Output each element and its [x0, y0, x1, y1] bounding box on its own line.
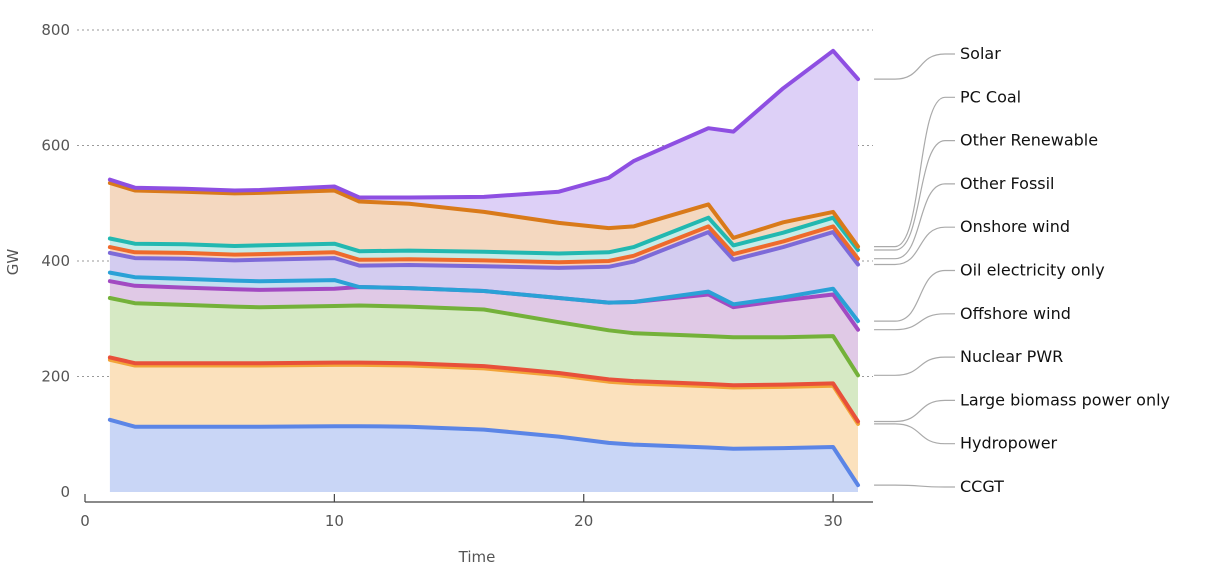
- line-nuclear-pwr: [107, 296, 860, 378]
- legend-label: PC Coal: [960, 87, 1021, 106]
- x-tick-label: 20: [574, 512, 593, 530]
- legend-label: Hydropower: [960, 434, 1058, 453]
- legend: Solar PC Coal Other Renewable Other Fossil O…: [874, 44, 1170, 496]
- legend-leader-line: [874, 226, 955, 266]
- legend-item-solar: Solar: [874, 44, 1001, 80]
- legend-item-hydropower: Hydropower: [874, 423, 1058, 453]
- legend-label: Onshore wind: [960, 217, 1070, 236]
- y-tick-label: 600: [41, 137, 70, 155]
- legend-leader-line: [874, 53, 955, 80]
- line-other-fossil: [107, 224, 860, 265]
- line-oil-electricity-only: [107, 270, 860, 324]
- line-pc-coal: [107, 181, 860, 249]
- area-ccgt: [109, 419, 858, 492]
- area-hydropower: [109, 359, 858, 486]
- legend-label: Other Fossil: [960, 174, 1055, 193]
- legend-item-nuclear-pwr: Nuclear PWR: [874, 347, 1063, 376]
- area-onshore-wind: [109, 232, 858, 322]
- legend-label: Nuclear PWR: [960, 347, 1063, 366]
- line-hydropower: [107, 357, 860, 426]
- axes: 0 200 400 600 800 0 10 20 30: [41, 21, 873, 530]
- y-tick-label: 200: [41, 368, 70, 386]
- x-axis-title: Time: [458, 548, 496, 566]
- line-large-biomass-power-only: [107, 355, 860, 424]
- legend-label: Large biomass power only: [960, 390, 1170, 409]
- legend-item-other-renewable: Other Renewable: [874, 131, 1098, 251]
- legend-label: Oil electricity only: [960, 261, 1105, 280]
- legend-leader-line: [874, 269, 955, 322]
- legend-leader-line: [874, 423, 955, 445]
- line-solar: [107, 48, 860, 200]
- legend-label: Other Renewable: [960, 131, 1098, 150]
- area-oil-electricity-only: [109, 272, 858, 330]
- x-tick-label: 0: [80, 512, 90, 530]
- area-pc-coal: [109, 183, 858, 254]
- x-tick-label: 30: [824, 512, 843, 530]
- legend-item-other-fossil: Other Fossil: [874, 174, 1055, 260]
- legend-leader-line: [874, 356, 955, 376]
- line-ccgt: [107, 417, 860, 488]
- legend-item-oil-electricity-only: Oil electricity only: [874, 261, 1105, 322]
- area-other-renewable: [109, 217, 858, 263]
- area-solar: [109, 50, 858, 247]
- legend-label: CCGT: [960, 477, 1004, 496]
- line-onshore-wind: [107, 230, 860, 270]
- series-lines: [107, 48, 860, 488]
- legend-leader-line: [874, 140, 955, 251]
- y-axis-title: GW: [4, 249, 22, 276]
- legend-label: Offshore wind: [960, 304, 1071, 323]
- x-tick-label: 10: [325, 512, 344, 530]
- area-nuclear-pwr: [109, 298, 858, 422]
- legend-item-onshore-wind: Onshore wind: [874, 217, 1070, 266]
- legend-leader-line: [874, 484, 955, 488]
- legend-leader-line: [874, 399, 955, 423]
- y-tick-label: 0: [60, 483, 70, 501]
- legend-leader-line: [874, 313, 955, 331]
- legend-item-pc-coal: PC Coal: [874, 87, 1021, 248]
- legend-leader-line: [874, 96, 955, 248]
- y-tick-label: 800: [41, 21, 70, 39]
- y-tick-label: 400: [41, 252, 70, 270]
- line-other-renewable: [107, 215, 860, 256]
- legend-label: Solar: [960, 44, 1001, 63]
- legend-item-offshore-wind: Offshore wind: [874, 304, 1071, 331]
- legend-item-large-biomass-power-only: Large biomass power only: [874, 390, 1170, 423]
- legend-leader-line: [874, 183, 955, 260]
- legend-item-ccgt: CCGT: [874, 477, 1004, 496]
